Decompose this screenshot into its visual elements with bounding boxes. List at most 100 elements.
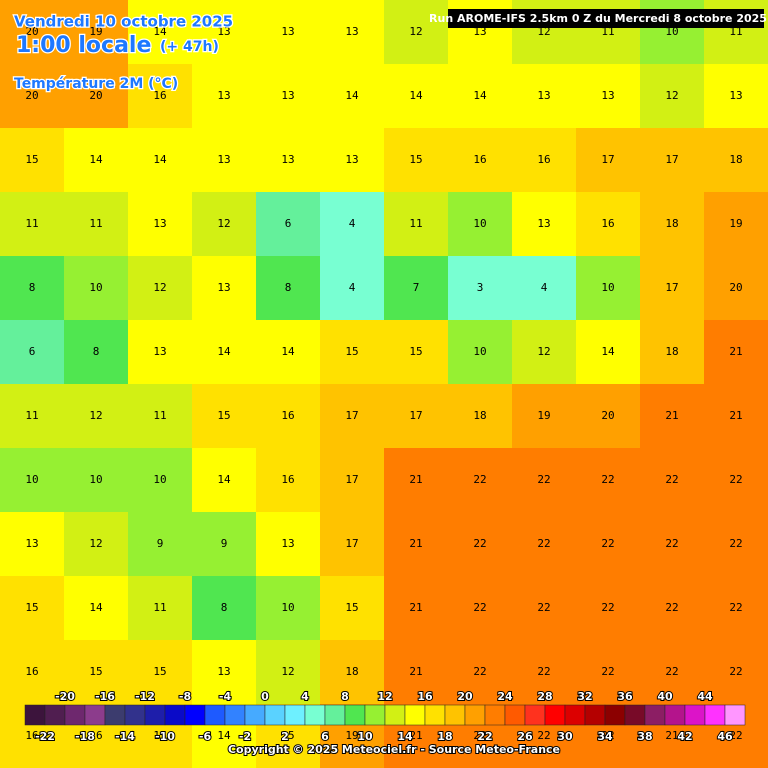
temperature-value: 21 <box>665 729 678 742</box>
temperature-cell <box>448 576 513 641</box>
temperature-value: 12 <box>89 537 102 550</box>
temperature-value: 12 <box>153 281 166 294</box>
legend-swatch <box>484 704 506 726</box>
temperature-value: 18 <box>345 665 358 678</box>
date: Vendredi 10 octobre 2025 <box>14 13 233 31</box>
temperature-cell <box>256 448 321 513</box>
temperature-cell <box>576 448 641 513</box>
legend-label: 6 <box>321 730 329 743</box>
temperature-value: 10 <box>89 281 102 294</box>
temperature-value: 13 <box>217 281 230 294</box>
temperature-value: 15 <box>281 729 294 742</box>
temperature-cell <box>320 0 385 65</box>
temperature-value: 10 <box>89 473 102 486</box>
legend-label: 12 <box>377 690 392 703</box>
temperature-cell <box>256 576 321 641</box>
temperature-value: 14 <box>281 345 295 358</box>
temperature-cell <box>0 576 65 641</box>
temperature-cell <box>512 320 577 385</box>
temperature-value: 4 <box>349 217 356 230</box>
temperature-value: 13 <box>601 89 614 102</box>
lead-time: (+ 47h) <box>160 39 219 55</box>
variable: Température 2M (°C) <box>14 76 178 92</box>
temperature-cell <box>448 256 513 321</box>
legend-label: 10 <box>357 730 373 743</box>
temperature-cell <box>320 384 385 449</box>
temperature-value: 15 <box>25 153 38 166</box>
temperature-cell <box>64 192 129 257</box>
temperature-cell <box>512 512 577 577</box>
temperature-value: 19 <box>729 217 742 230</box>
temperature-value: 6 <box>29 345 36 358</box>
legend-swatch <box>124 704 146 726</box>
temperature-cell <box>320 320 385 385</box>
temperature-value: 18 <box>473 409 486 422</box>
temperature-cell <box>192 320 257 385</box>
temperature-value: 19 <box>89 25 102 38</box>
temperature-value: 22 <box>601 601 614 614</box>
temperature-value: 14 <box>409 89 423 102</box>
temperature-value: 22 <box>665 537 678 550</box>
temperature-cell <box>64 640 129 705</box>
temperature-value: 20 <box>729 281 742 294</box>
temperature-value: 13 <box>217 665 230 678</box>
temperature-value: 13 <box>729 89 742 102</box>
temperature-cell <box>576 256 641 321</box>
temperature-cell <box>512 576 577 641</box>
temperature-cell <box>640 192 705 257</box>
legend-swatch <box>644 704 666 726</box>
temperature-cell <box>704 256 768 321</box>
temperature-cell <box>64 64 129 129</box>
temperature-value: 15 <box>217 409 230 422</box>
temperature-value: 20 <box>601 409 614 422</box>
temperature-cell <box>128 512 193 577</box>
temperature-cell <box>576 512 641 577</box>
temperature-cell <box>320 192 385 257</box>
legend-swatch <box>64 704 86 726</box>
temperature-cell <box>0 128 65 193</box>
temperature-cell <box>128 0 193 65</box>
temperature-cell <box>640 448 705 513</box>
temperature-cell <box>384 192 449 257</box>
temperature-value: 13 <box>217 89 230 102</box>
temperature-value: 11 <box>729 25 742 38</box>
legend-label: -8 <box>179 690 191 703</box>
temperature-value: 21 <box>409 473 422 486</box>
temperature-value: 17 <box>601 153 614 166</box>
temperature-value: 10 <box>473 345 486 358</box>
temperature-value: 21 <box>665 409 678 422</box>
temperature-cell <box>0 640 65 705</box>
temperature-cell <box>512 384 577 449</box>
temperature-cell <box>256 256 321 321</box>
temperature-value: 22 <box>665 665 678 678</box>
temperature-value: 13 <box>345 25 358 38</box>
temperature-cell <box>448 320 513 385</box>
temperature-cell <box>256 192 321 257</box>
temperature-cell <box>448 128 513 193</box>
legend-swatch <box>424 704 446 726</box>
temperature-value: 10 <box>153 473 166 486</box>
temperature-value: 15 <box>25 601 38 614</box>
legend-label: 16 <box>417 690 433 703</box>
temperature-value: 7 <box>413 281 420 294</box>
temperature-value: 4 <box>541 281 548 294</box>
temperature-cell <box>576 576 641 641</box>
temperature-value: 19 <box>537 409 550 422</box>
run-box <box>448 9 764 28</box>
temperature-cell <box>64 512 129 577</box>
temperature-cell <box>0 512 65 577</box>
legend-label: 14 <box>397 730 413 743</box>
legend-label: -16 <box>95 690 115 703</box>
temperature-value: 15 <box>89 665 102 678</box>
run-info: Run AROME-IFS 2.5km 0 Z du Mercredi 8 oc… <box>429 12 767 25</box>
temperature-cell <box>192 128 257 193</box>
temperature-value: 16 <box>473 153 486 166</box>
temperature-value: 16 <box>537 153 550 166</box>
temperature-value: 6 <box>285 217 292 230</box>
temperature-value: 18 <box>665 345 678 358</box>
legend-label: 22 <box>477 730 492 743</box>
temperature-value: 22 <box>601 473 614 486</box>
temperature-value: 22 <box>537 473 550 486</box>
temperature-cell <box>512 640 577 705</box>
temperature-value: 15 <box>153 665 166 678</box>
